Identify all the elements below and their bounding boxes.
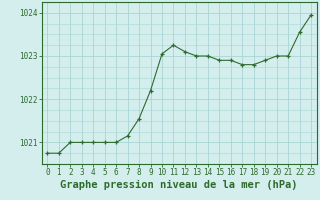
X-axis label: Graphe pression niveau de la mer (hPa): Graphe pression niveau de la mer (hPa) [60,180,298,190]
